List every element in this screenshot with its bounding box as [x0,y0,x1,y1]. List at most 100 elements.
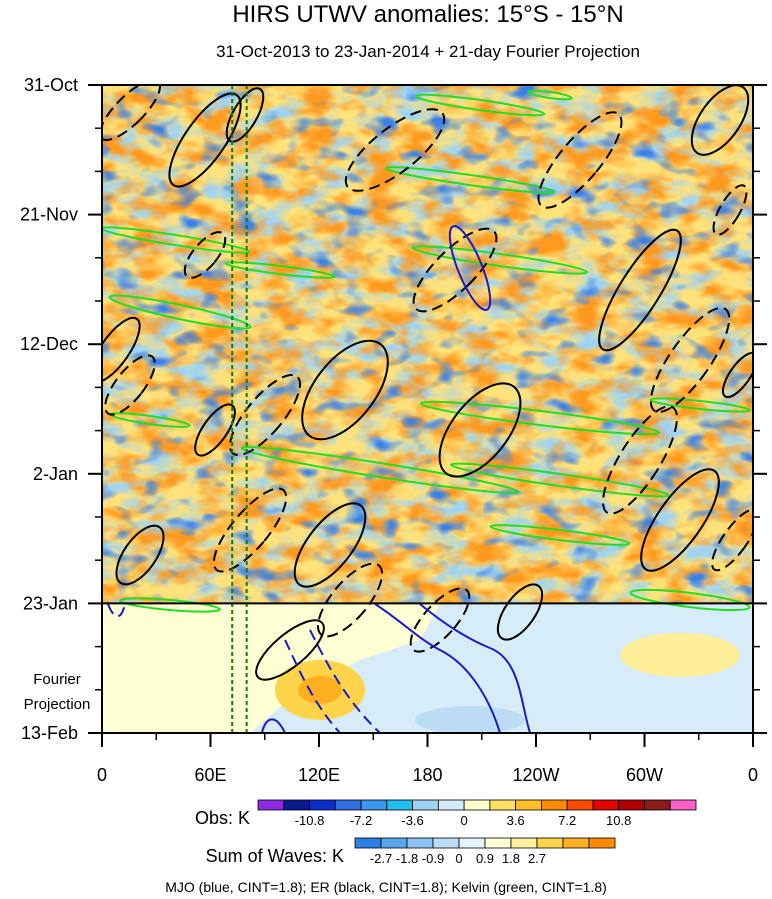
colorbar-tick-label: 10.8 [606,813,631,828]
x-tick-label: 180 [412,765,442,785]
colorbar-swatch [669,799,697,811]
colorbar-swatch [588,837,616,849]
kelvin-contour [527,89,573,101]
x-tick-label: 120W [512,765,559,785]
heatmap-field [102,85,753,733]
x-tick-label: 0 [748,765,758,785]
colorbar-swatch [334,799,362,811]
projection-warm-blob-east [620,633,740,677]
marker-lines [231,85,248,733]
x-tick-label: 0 [97,765,107,785]
obs-colorbar-label: Obs: K [195,808,250,828]
colorbar-tick-label: 1.8 [502,851,520,866]
colorbar-swatch [484,837,512,849]
mjo-contours [261,225,531,733]
kelvin-contour [108,294,252,330]
colorbar-swatch [406,837,434,849]
er-contour [194,403,236,457]
colorbar-swatch [354,837,382,849]
colorbar-swatch [463,799,491,811]
er-contour-negative [229,373,301,457]
x-axis: 0 60E 120E 180 120W 60W 0 [97,733,758,785]
kelvin-contour [419,400,661,436]
er-contour-negative [412,227,498,313]
kelvin-contour [384,166,556,194]
chart-title: HIRS UTWV anomalies: 15°S - 15°N [232,1,623,28]
colorbar-swatch [562,837,590,849]
colorbar-tick-label: 3.6 [507,813,525,828]
kelvin-contour [489,524,631,546]
colorbar-tick-label: 0 [455,851,462,866]
colorbar-swatch [360,799,388,811]
er-contour-negative [409,587,471,653]
er-contour-negative [712,184,748,236]
mjo-contour-negative [107,603,126,618]
projection-positive-region [102,604,440,733]
waves-colorbar-label: Sum of Waves: K [206,846,344,866]
mjo-contour [374,603,501,733]
colorbar-tick-label: -1.8 [396,851,418,866]
kelvin-contour [649,397,751,413]
colorbar-swatch [541,799,568,811]
x-tick-label: 60W [626,765,663,785]
er-contour-negative [649,306,731,414]
colorbar-swatch [283,799,310,811]
er-contour [640,468,720,572]
colorbar-swatch [380,837,408,849]
er-contour-negative [316,562,384,638]
colorbar-swatch [536,837,564,849]
chart-subtitle: 31-Oct-2013 to 23-Jan-2014 + 21-day Four… [216,42,640,61]
colorbar-swatch [386,799,413,811]
kelvin-contour [450,462,670,498]
er-contour [115,524,165,586]
kelvin-contours [102,89,751,613]
er-contour [293,502,367,588]
er-contour-negative [102,85,161,141]
colorbar-tick-label: -10.8 [295,813,325,828]
colorbar-swatch [257,799,285,811]
colorbar-tick-label: 0 [461,813,468,828]
er-contours [102,85,753,681]
waves-colorbar: -2.7 -1.8 -0.9 0 0.9 1.8 2.7 [354,837,616,866]
colorbar-swatch [592,799,620,811]
colorbar-swatch [437,799,465,811]
colorbar-tick-label: 0.9 [476,851,494,866]
colorbar-swatch [458,837,486,849]
er-contour [255,619,325,681]
x-tick-label: 120E [298,765,340,785]
er-contour-negative [711,508,753,572]
mjo-contours-negative [107,603,381,733]
mjo-contour [448,225,492,311]
er-contour [721,351,753,399]
kelvin-contour [629,588,751,612]
projection-label-line2: Projection [24,696,91,713]
colorbar-tick-label: -2.7 [370,851,392,866]
x-tick-label: 60E [194,765,226,785]
colorbar-swatch [515,799,542,811]
colorbar-swatch [412,799,439,811]
kelvin-contour [414,93,546,117]
colorbar-swatch [510,837,538,849]
er-contour-negative [212,487,288,573]
projection-label-line1: Fourier [33,671,81,688]
er-contour [225,87,265,143]
colorbar-swatch [309,799,336,811]
colorbar-tick-label: -0.9 [422,851,444,866]
kelvin-contour [119,597,221,613]
y-tick-label: 23-Jan [23,593,78,613]
y-tick-label: 21-Nov [20,205,78,225]
colorbar-tick-label: 7.2 [558,813,576,828]
colorbar-tick-label: -3.6 [401,813,423,828]
er-contour-negative [602,405,678,515]
y-tick-label: 2-Jan [33,464,78,484]
y-tick-label: 31-Oct [24,75,78,95]
y-tick-label: 13-Feb [21,723,78,743]
colorbar-swatch [644,799,671,811]
er-contour-negative [537,111,623,209]
kelvin-contour [240,446,520,494]
y-axis: 31-Oct 21-Nov 12-Dec 2-Jan 23-Jan 13-Feb [20,75,767,743]
er-contour [598,228,682,352]
colorbar-swatch [432,837,460,849]
mjo-contour-negative [284,639,341,733]
